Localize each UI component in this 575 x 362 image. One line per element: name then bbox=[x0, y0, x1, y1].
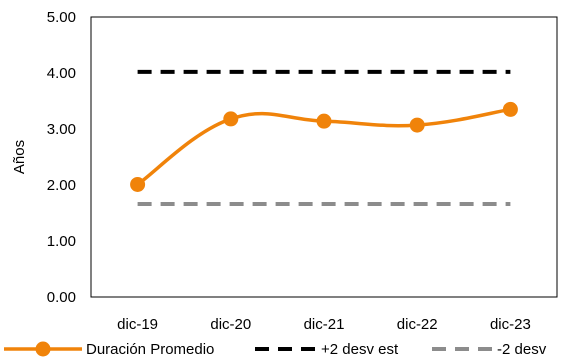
y-tick-label: 1.00 bbox=[47, 233, 76, 250]
legend-item: Duración Promedio bbox=[4, 341, 214, 358]
legend-item: +2 desv est bbox=[255, 341, 399, 358]
legend-label: -2 desv bbox=[497, 341, 547, 358]
x-tick-label: dic-23 bbox=[490, 316, 531, 333]
x-tick-label: dic-22 bbox=[397, 316, 438, 333]
y-tick-label: 2.00 bbox=[47, 177, 76, 194]
data-point bbox=[223, 111, 239, 127]
series-layer bbox=[130, 69, 518, 207]
data-point bbox=[130, 176, 146, 192]
x-tick-label: dic-20 bbox=[210, 316, 251, 333]
y-tick-label: 0.00 bbox=[47, 289, 76, 306]
legend-label: Duración Promedio bbox=[86, 341, 214, 358]
x-axis-ticks: dic-19 dic-20 dic-21 dic-22 dic-23 bbox=[117, 316, 531, 333]
data-point bbox=[502, 101, 518, 117]
legend-marker bbox=[35, 341, 51, 357]
y-tick-label: 5.00 bbox=[47, 9, 76, 26]
legend-label: +2 desv est bbox=[321, 341, 399, 358]
legend: Duración Promedio +2 desv est -2 desv bbox=[4, 341, 547, 358]
legend-item: -2 desv bbox=[432, 341, 547, 358]
x-tick-label: dic-19 bbox=[117, 316, 158, 333]
plot-frame bbox=[90, 16, 558, 298]
data-point bbox=[316, 113, 332, 129]
y-tick-label: 4.00 bbox=[47, 65, 76, 82]
y-axis-ticks: 0.00 1.00 2.00 3.00 4.00 5.00 bbox=[47, 9, 76, 306]
x-tick-label: dic-21 bbox=[304, 316, 345, 333]
y-tick-label: 3.00 bbox=[47, 121, 76, 138]
data-point bbox=[409, 117, 425, 133]
y-axis-label: Años bbox=[11, 140, 28, 174]
